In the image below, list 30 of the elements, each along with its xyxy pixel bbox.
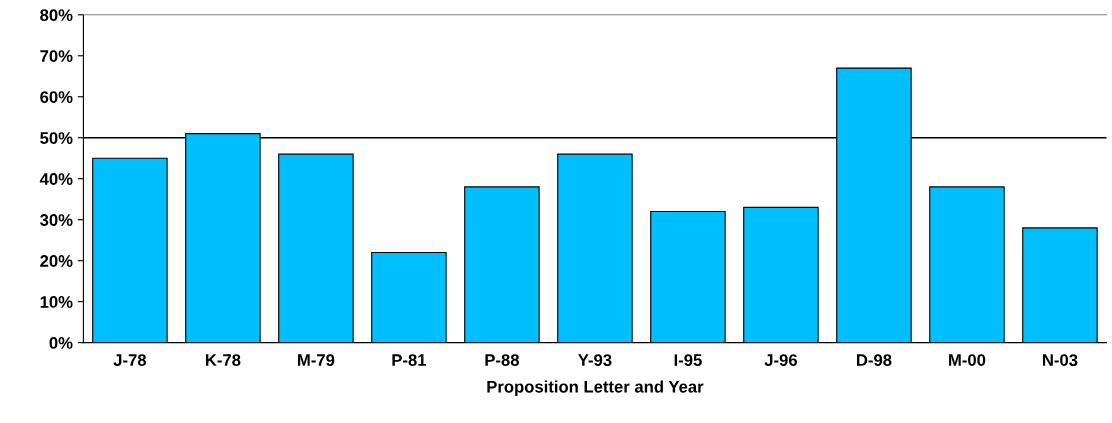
y-tick-label: 80% (40, 9, 73, 22)
x-tick-label: N-03 (1042, 354, 1078, 367)
y-tick-label: 30% (40, 214, 73, 226)
x-tick-label: M-79 (298, 354, 335, 366)
bar (92, 157, 168, 343)
y-tick-label: 50% (40, 132, 73, 144)
y-tick-label: 20% (40, 255, 73, 267)
bar (650, 210, 726, 343)
x-axis-title: Proposition Letter and Year (487, 380, 704, 396)
x-tick-label: P-81 (392, 354, 427, 366)
x-tick-label: I-95 (674, 354, 702, 366)
y-tick-label: 0% (49, 337, 73, 349)
x-tick-label: J-78 (113, 354, 147, 366)
x-tick-label: D-98 (856, 354, 892, 366)
bar (1022, 227, 1098, 343)
y-tick-label: 40% (39, 173, 73, 185)
y-tick-label: 70% (40, 50, 73, 62)
bar (371, 251, 447, 343)
bar (929, 186, 1005, 343)
bar (743, 206, 819, 343)
x-tick-label: J-96 (764, 354, 798, 366)
x-tick-label: P-88 (485, 354, 520, 366)
x-tick-label: M-00 (949, 354, 986, 366)
y-tick-label: 60% (40, 91, 73, 103)
x-tick-label: K-78 (205, 354, 241, 366)
y-tick-label: 10% (40, 296, 73, 308)
x-tick-label: Y-93 (578, 354, 612, 367)
bar (464, 186, 540, 343)
bar (278, 153, 354, 343)
bar (557, 153, 633, 343)
